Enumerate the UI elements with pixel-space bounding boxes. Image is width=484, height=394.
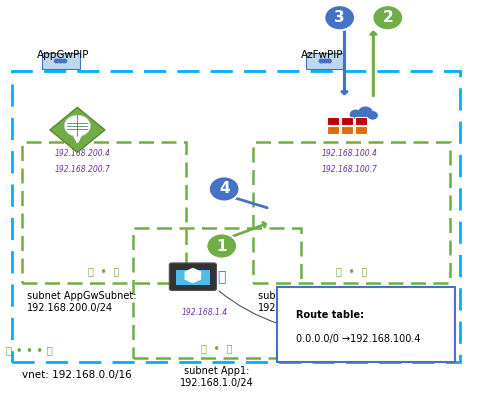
Text: subnet AppGwSubnet:
192.168.200.0/24: subnet AppGwSubnet: 192.168.200.0/24 bbox=[27, 291, 136, 313]
FancyBboxPatch shape bbox=[169, 263, 216, 290]
Text: 192.168.100.7: 192.168.100.7 bbox=[321, 165, 377, 174]
Text: 〈  •  〉: 〈 • 〉 bbox=[88, 267, 120, 277]
FancyBboxPatch shape bbox=[42, 53, 79, 69]
Text: 〈 • • • 〉: 〈 • • • 〉 bbox=[6, 345, 53, 355]
Circle shape bbox=[367, 111, 378, 120]
Text: AzFwPIP: AzFwPIP bbox=[301, 50, 344, 60]
Text: 〈  •  〉: 〈 • 〉 bbox=[201, 343, 233, 353]
Circle shape bbox=[64, 115, 91, 136]
Text: 👤: 👤 bbox=[218, 271, 226, 284]
FancyBboxPatch shape bbox=[277, 287, 455, 362]
Circle shape bbox=[62, 59, 67, 63]
Text: 192.168.1.4: 192.168.1.4 bbox=[182, 309, 228, 318]
Text: 192.168.200.4: 192.168.200.4 bbox=[54, 149, 110, 158]
Text: 4: 4 bbox=[219, 182, 229, 197]
FancyBboxPatch shape bbox=[341, 117, 353, 125]
Text: 2: 2 bbox=[382, 10, 393, 25]
Text: 192.168.200.7: 192.168.200.7 bbox=[54, 165, 110, 174]
Text: AppGwPIP: AppGwPIP bbox=[36, 50, 89, 60]
Circle shape bbox=[209, 177, 240, 202]
Circle shape bbox=[358, 106, 373, 119]
Text: Route table:: Route table: bbox=[296, 310, 364, 320]
FancyBboxPatch shape bbox=[355, 126, 366, 134]
Circle shape bbox=[323, 59, 327, 63]
Circle shape bbox=[319, 59, 323, 63]
Text: 192.168.100.4: 192.168.100.4 bbox=[321, 149, 377, 158]
FancyBboxPatch shape bbox=[355, 117, 366, 125]
FancyBboxPatch shape bbox=[341, 126, 353, 134]
Circle shape bbox=[59, 59, 63, 63]
Circle shape bbox=[324, 5, 355, 30]
FancyBboxPatch shape bbox=[176, 269, 210, 285]
FancyBboxPatch shape bbox=[306, 53, 344, 69]
Text: 0.0.0.0/0 →192.168.100.4: 0.0.0.0/0 →192.168.100.4 bbox=[296, 335, 421, 344]
Text: 〈  •  〉: 〈 • 〉 bbox=[336, 267, 367, 277]
Circle shape bbox=[372, 5, 403, 30]
Text: subnet AzureFirewallSubnet:
192.168.100.0/26: subnet AzureFirewallSubnet: 192.168.100.… bbox=[258, 291, 397, 313]
Text: vnet: 192.168.0.0/16: vnet: 192.168.0.0/16 bbox=[22, 370, 132, 380]
Polygon shape bbox=[50, 108, 105, 152]
Text: 1: 1 bbox=[216, 238, 227, 253]
Circle shape bbox=[327, 59, 331, 63]
FancyBboxPatch shape bbox=[327, 126, 339, 134]
Circle shape bbox=[55, 59, 59, 63]
Text: 3: 3 bbox=[334, 10, 345, 25]
Circle shape bbox=[349, 110, 362, 119]
Circle shape bbox=[206, 233, 237, 258]
Text: subnet App1:
192.168.1.0/24: subnet App1: 192.168.1.0/24 bbox=[180, 366, 254, 388]
FancyBboxPatch shape bbox=[327, 117, 339, 125]
